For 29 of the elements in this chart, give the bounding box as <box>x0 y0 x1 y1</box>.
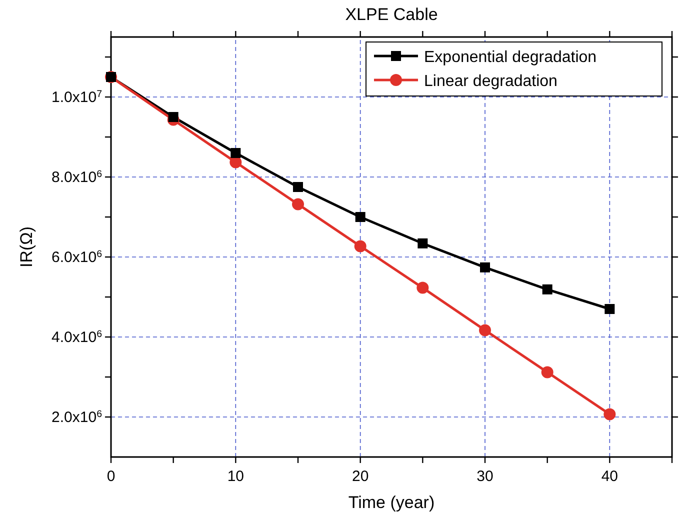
x-tick-label: 0 <box>106 468 116 485</box>
x-tick-label: 30 <box>476 468 494 485</box>
y-tick-label: 6.0x10$^{6}$ <box>52 248 102 266</box>
point <box>293 182 303 192</box>
x-axis-title: Time (year) <box>348 493 435 512</box>
x-tick-label: 10 <box>227 468 244 485</box>
point <box>354 240 366 252</box>
y-axis-title: IR(Ω) <box>17 226 36 268</box>
point <box>292 198 304 210</box>
x-tick-label: 40 <box>601 468 618 485</box>
legend-label: Exponential degradation <box>424 49 597 66</box>
y-tick-label: 4.0x10$^{6}$ <box>52 328 102 346</box>
point <box>604 304 615 314</box>
y-tick-label: 2.0x10$^{6}$ <box>52 408 102 426</box>
point <box>542 284 552 294</box>
point <box>479 324 491 336</box>
point <box>230 148 241 158</box>
point <box>541 366 554 378</box>
point <box>416 282 429 294</box>
y-tick-label: 1.0x10$^{7}$ <box>52 88 102 106</box>
point <box>355 212 366 222</box>
y-tick-label: 8.0x10$^{6}$ <box>52 168 102 186</box>
point <box>480 262 490 272</box>
chart-title: XLPE Cable <box>345 5 438 24</box>
point <box>168 112 178 122</box>
point <box>418 238 428 248</box>
point <box>604 408 616 420</box>
legend-label: Linear degradation <box>424 73 558 90</box>
x-tick-label: 20 <box>352 468 369 485</box>
